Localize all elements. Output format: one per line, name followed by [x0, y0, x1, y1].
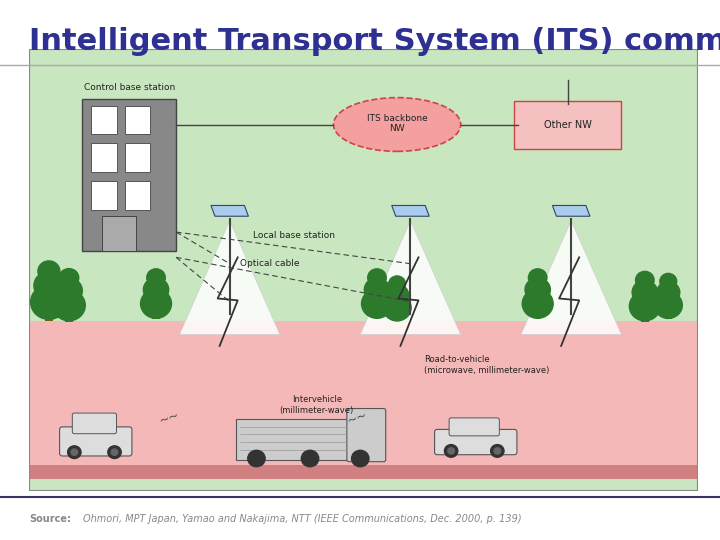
Circle shape [34, 272, 64, 300]
Bar [125, 181, 150, 210]
Circle shape [389, 276, 405, 292]
Circle shape [494, 448, 500, 454]
Text: ITS backbone
NW: ITS backbone NW [366, 113, 428, 133]
Circle shape [448, 448, 454, 454]
Text: Road-to-vehicle
(microwave, millimeter-wave): Road-to-vehicle (microwave, millimeter-w… [424, 355, 549, 375]
Bar [29, 321, 698, 479]
Bar [125, 105, 150, 134]
Text: ~~: ~~ [158, 409, 181, 428]
FancyBboxPatch shape [347, 409, 386, 462]
Circle shape [385, 284, 409, 306]
Circle shape [302, 450, 319, 467]
Text: Optical cable: Optical cable [240, 259, 300, 268]
Bar [641, 303, 649, 322]
Bar [534, 300, 541, 319]
Bar [91, 144, 117, 172]
Bar [153, 300, 160, 319]
Text: Local base station: Local base station [253, 231, 335, 240]
FancyBboxPatch shape [72, 413, 117, 434]
Bar [394, 305, 400, 322]
Bar [102, 216, 136, 251]
Polygon shape [552, 206, 590, 216]
Circle shape [361, 289, 392, 318]
Circle shape [31, 285, 67, 319]
Circle shape [143, 278, 168, 302]
Bar [91, 181, 117, 210]
Circle shape [522, 289, 553, 318]
Bar [236, 418, 350, 460]
Bar [665, 302, 672, 319]
Circle shape [68, 446, 81, 458]
Bar [29, 465, 698, 479]
Text: ~~: ~~ [345, 409, 369, 428]
Bar [91, 105, 117, 134]
FancyBboxPatch shape [60, 427, 132, 456]
Polygon shape [179, 221, 280, 334]
Circle shape [71, 449, 78, 455]
Circle shape [248, 450, 265, 467]
Polygon shape [360, 221, 461, 334]
Circle shape [525, 278, 550, 302]
Text: Source:: Source: [29, 514, 71, 524]
Circle shape [383, 294, 411, 321]
Circle shape [490, 444, 504, 457]
Text: Intelligent Transport System (ITS) communications: Intelligent Transport System (ITS) commu… [29, 27, 720, 56]
Circle shape [368, 269, 386, 286]
Circle shape [55, 278, 82, 303]
FancyBboxPatch shape [449, 418, 500, 436]
Polygon shape [392, 206, 429, 216]
Text: Intervehicle
(millimeter-wave): Intervehicle (millimeter-wave) [279, 395, 354, 415]
Circle shape [53, 290, 85, 321]
Circle shape [657, 281, 680, 303]
FancyBboxPatch shape [435, 429, 517, 455]
Circle shape [140, 289, 171, 318]
Circle shape [59, 268, 78, 287]
Polygon shape [211, 206, 248, 216]
Text: Ohmori, MPT Japan, Yamao and Nakajima, NTT (IEEE Communications, Dec. 2000, p. 1: Ohmori, MPT Japan, Yamao and Nakajima, N… [83, 514, 521, 524]
Circle shape [636, 272, 654, 289]
Circle shape [632, 280, 657, 304]
Circle shape [351, 450, 369, 467]
Text: Other NW: Other NW [544, 120, 592, 130]
Circle shape [364, 278, 390, 302]
Circle shape [654, 292, 683, 319]
Circle shape [147, 269, 166, 286]
Circle shape [108, 446, 121, 458]
Bar [82, 99, 176, 251]
Bar [125, 144, 150, 172]
Text: Control base station: Control base station [84, 83, 175, 92]
FancyBboxPatch shape [514, 101, 621, 148]
Bar [373, 300, 381, 319]
Circle shape [660, 273, 677, 289]
Circle shape [38, 261, 60, 282]
Bar [65, 302, 73, 322]
Circle shape [629, 292, 660, 321]
Polygon shape [521, 221, 621, 334]
Circle shape [444, 444, 458, 457]
Circle shape [528, 269, 547, 286]
Ellipse shape [333, 98, 461, 151]
Bar [45, 298, 53, 321]
Circle shape [111, 449, 118, 455]
